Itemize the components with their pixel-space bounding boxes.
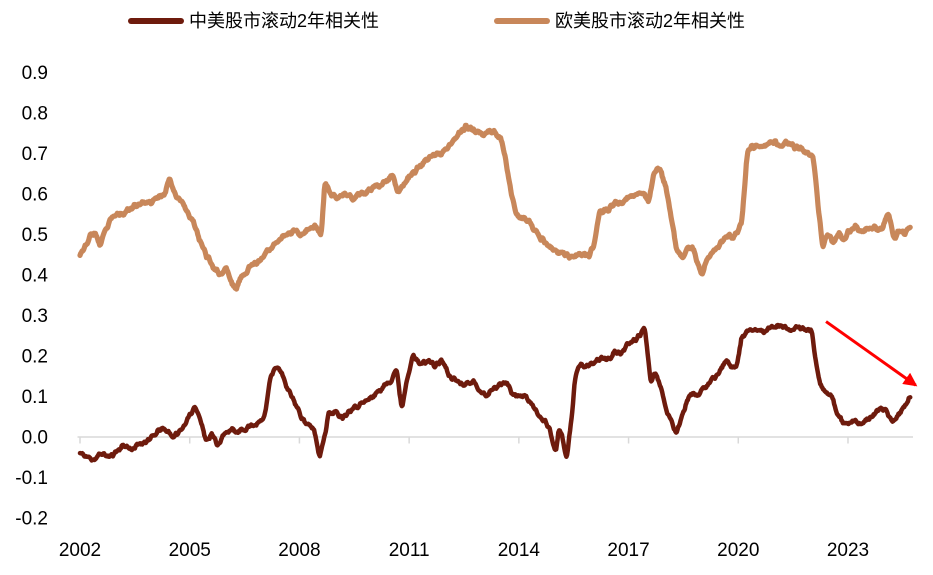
legend-label-china-us: 中美股市滚动2年相关性 bbox=[189, 11, 380, 31]
y-axis-label: 0.9 bbox=[22, 63, 48, 84]
x-axis-label: 2020 bbox=[717, 540, 759, 561]
y-axis-label: 0.1 bbox=[22, 387, 48, 408]
y-axis-label: 0.2 bbox=[22, 347, 48, 368]
x-axis-label: 2011 bbox=[389, 540, 430, 561]
x-axis-label: 2014 bbox=[498, 540, 541, 561]
axis-layer: 2002 2005 2008 2011 2014 2017 2020 2023 0.9 0.8 0.… bbox=[15, 63, 913, 561]
x-axis-label: 2017 bbox=[607, 540, 649, 561]
y-axis-label: 0.5 bbox=[22, 225, 48, 246]
x-axis-label: 2002 bbox=[59, 540, 101, 561]
legend-swatch-china-us-line bbox=[128, 18, 184, 24]
y-axis-label: 0.0 bbox=[22, 428, 48, 449]
y-axis-label: -0.2 bbox=[15, 509, 48, 530]
downtrend-arrow bbox=[825, 320, 918, 387]
x-axis-label: 2008 bbox=[278, 540, 320, 561]
y-axis-label: 0.8 bbox=[22, 104, 48, 125]
x-axis-label: 2005 bbox=[169, 540, 211, 561]
series-line-china-us bbox=[77, 322, 913, 463]
y-axis-label: 0.4 bbox=[22, 266, 49, 287]
series-line-europe-us bbox=[77, 122, 913, 292]
series-layer bbox=[77, 122, 913, 463]
y-axis-label: 0.6 bbox=[22, 185, 48, 206]
y-axis-label: -0.1 bbox=[15, 468, 48, 489]
legend-label-europe-us: 欧美股市滚动2年相关性 bbox=[555, 11, 746, 31]
y-axis-label: 0.3 bbox=[22, 306, 48, 327]
annotation-layer bbox=[825, 320, 918, 387]
y-axis-label: 0.7 bbox=[22, 144, 48, 165]
legend-item-europe-us: 欧美股市滚动2年相关性 bbox=[494, 11, 745, 31]
x-axis-label: 2023 bbox=[827, 540, 869, 561]
legend-swatch-europe-us-line bbox=[494, 18, 550, 24]
legend-item-china-us: 中美股市滚动2年相关性 bbox=[128, 11, 379, 31]
